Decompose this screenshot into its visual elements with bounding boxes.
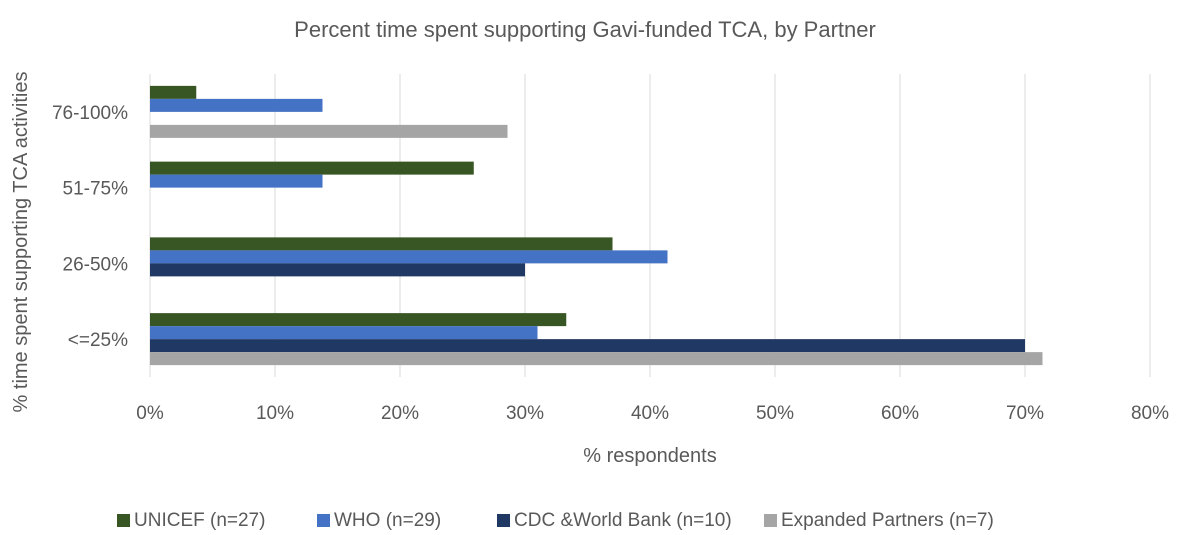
legend-swatch (497, 514, 510, 527)
x-tick-label: 80% (1131, 403, 1169, 424)
legend-label: CDC &World Bank (n=10) (514, 510, 732, 531)
x-tick-label: 10% (256, 403, 294, 424)
x-tick-label: 40% (631, 403, 669, 424)
y-category-label: 26-50% (63, 254, 129, 275)
legend-label: Expanded Partners (n=7) (781, 510, 994, 531)
y-category-label: <=25% (68, 330, 128, 351)
bar (150, 326, 538, 340)
bars (150, 85, 1043, 366)
bar (150, 250, 668, 264)
bar (150, 85, 197, 99)
y-axis-label: % time spent supporting TCA activities (10, 72, 32, 413)
bar (150, 161, 474, 175)
x-axis-label: % respondents (583, 445, 716, 467)
legend-swatch (117, 514, 130, 527)
legend-swatch (317, 514, 330, 527)
x-tick-label: 20% (381, 403, 419, 424)
bar (150, 313, 567, 327)
x-tick-label: 0% (136, 403, 164, 424)
legend-item: WHO (n=29) (317, 510, 441, 531)
x-tick-label: 50% (756, 403, 794, 424)
y-category-label: 76-100% (52, 103, 128, 124)
bar (150, 237, 613, 251)
bar (150, 263, 525, 277)
x-tick-label: 30% (506, 403, 544, 424)
legend-item: UNICEF (n=27) (117, 510, 265, 531)
gridlines (149, 74, 1151, 377)
x-tick-label: 70% (1006, 403, 1044, 424)
bar (150, 339, 1025, 353)
x-tick-labels: 0% 10% 20% 30% 40% 50% 60% 70% 80% (136, 403, 1169, 424)
chart-title: Percent time spent supporting Gavi-funde… (294, 17, 876, 42)
bar (150, 174, 323, 188)
legend-label: WHO (n=29) (334, 510, 441, 531)
legend: UNICEF (n=27) WHO (n=29) CDC &World Bank (… (117, 510, 994, 531)
legend-item: Expanded Partners (n=7) (764, 510, 994, 531)
legend-label: UNICEF (n=27) (134, 510, 265, 531)
y-category-label: 51-75% (63, 179, 129, 200)
bar (150, 352, 1043, 366)
y-category-labels: 76-100% 51-75% 26-50% <=25% (52, 103, 128, 351)
legend-swatch (764, 514, 777, 527)
x-tick-label: 60% (881, 403, 919, 424)
bar (150, 98, 323, 112)
bar (150, 124, 508, 138)
legend-item: CDC &World Bank (n=10) (497, 510, 732, 531)
